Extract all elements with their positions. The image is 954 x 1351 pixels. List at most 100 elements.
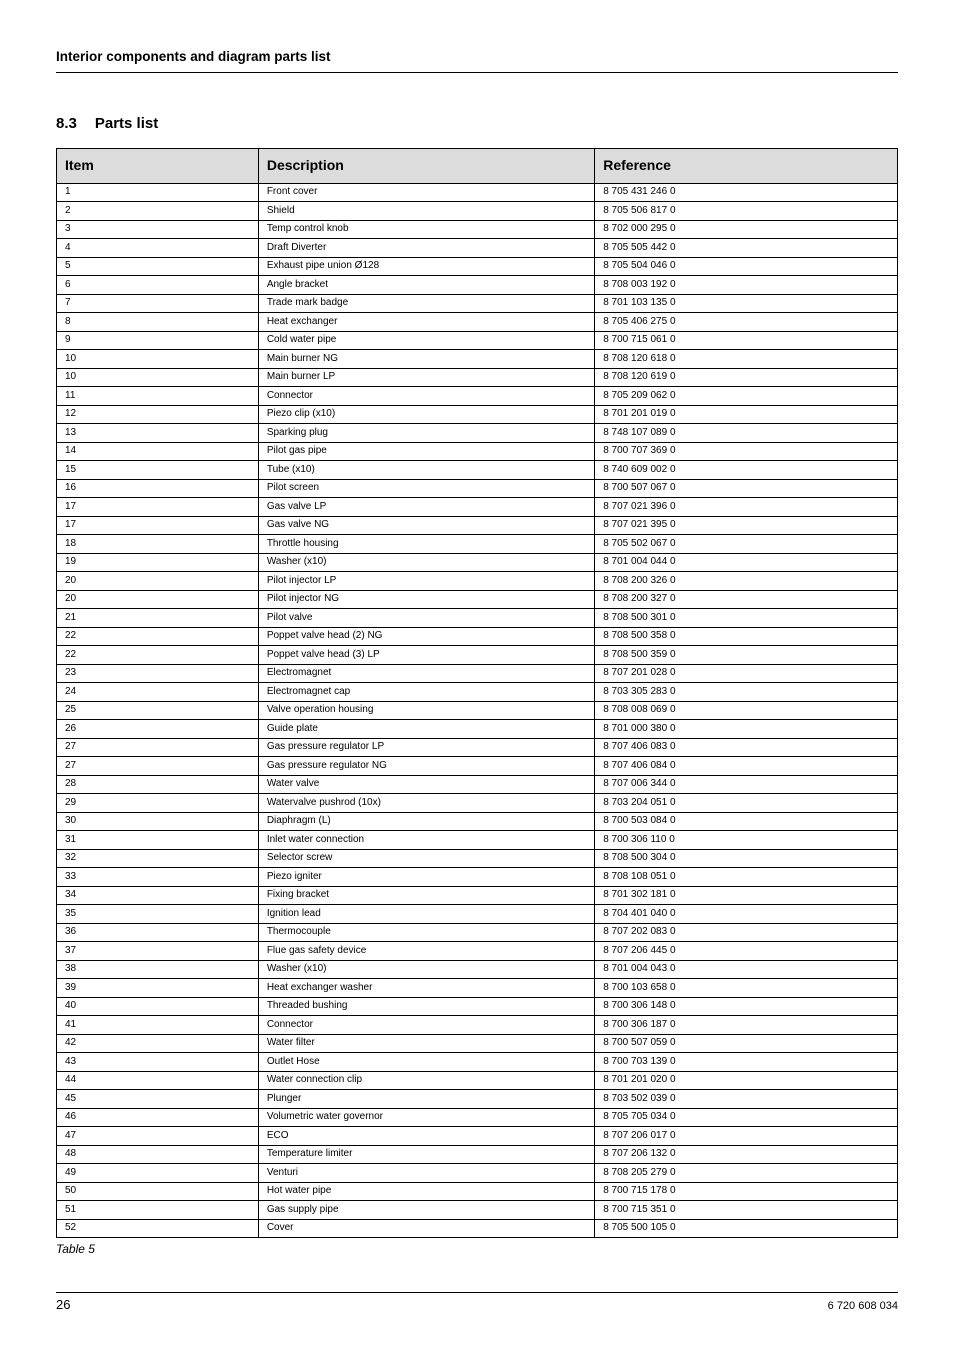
- table-row: 18Throttle housing8 705 502 067 0: [57, 535, 898, 554]
- cell-reference: 8 707 406 084 0: [595, 757, 898, 776]
- cell-reference: 8 708 205 279 0: [595, 1164, 898, 1183]
- cell-reference: 8 701 201 020 0: [595, 1071, 898, 1090]
- cell-item: 18: [57, 535, 259, 554]
- cell-description: Gas supply pipe: [258, 1201, 594, 1220]
- cell-description: Volumetric water governor: [258, 1108, 594, 1127]
- table-row: 32Selector screw8 708 500 304 0: [57, 849, 898, 868]
- cell-description: Inlet water connection: [258, 831, 594, 850]
- cell-description: ECO: [258, 1127, 594, 1146]
- cell-reference: 8 701 004 044 0: [595, 553, 898, 572]
- table-row: 31Inlet water connection8 700 306 110 0: [57, 831, 898, 850]
- cell-description: Exhaust pipe union Ø128: [258, 257, 594, 276]
- cell-description: Poppet valve head (3) LP: [258, 646, 594, 665]
- table-row: 8Heat exchanger8 705 406 275 0: [57, 313, 898, 332]
- cell-item: 10: [57, 368, 259, 387]
- table-caption: Table 5: [56, 1242, 898, 1256]
- table-row: 16Pilot screen8 700 507 067 0: [57, 479, 898, 498]
- cell-reference: 8 703 305 283 0: [595, 683, 898, 702]
- cell-description: Diaphragm (L): [258, 812, 594, 831]
- page-footer: 26 6 720 608 034: [56, 1292, 898, 1312]
- cell-item: 14: [57, 442, 259, 461]
- cell-item: 50: [57, 1182, 259, 1201]
- cell-reference: 8 705 705 034 0: [595, 1108, 898, 1127]
- cell-item: 23: [57, 664, 259, 683]
- table-row: 1Front cover8 705 431 246 0: [57, 183, 898, 202]
- cell-item: 22: [57, 646, 259, 665]
- table-row: 28Water valve8 707 006 344 0: [57, 775, 898, 794]
- table-row: 21Pilot valve8 708 500 301 0: [57, 609, 898, 628]
- table-row: 10Main burner LP8 708 120 619 0: [57, 368, 898, 387]
- cell-description: Gas valve LP: [258, 498, 594, 517]
- section-title: Parts list: [95, 115, 158, 132]
- cell-item: 20: [57, 590, 259, 609]
- cell-item: 46: [57, 1108, 259, 1127]
- cell-description: Tube (x10): [258, 461, 594, 480]
- cell-item: 29: [57, 794, 259, 813]
- cell-item: 39: [57, 979, 259, 998]
- cell-reference: 8 707 202 083 0: [595, 923, 898, 942]
- table-row: 47ECO8 707 206 017 0: [57, 1127, 898, 1146]
- table-row: 11Connector8 705 209 062 0: [57, 387, 898, 406]
- col-header-reference: Reference: [595, 149, 898, 184]
- cell-reference: 8 703 204 051 0: [595, 794, 898, 813]
- cell-item: 7: [57, 294, 259, 313]
- cell-description: Electromagnet cap: [258, 683, 594, 702]
- table-row: 33Piezo igniter8 708 108 051 0: [57, 868, 898, 887]
- cell-description: Washer (x10): [258, 553, 594, 572]
- cell-item: 20: [57, 572, 259, 591]
- doc-reference: 6 720 608 034: [828, 1300, 898, 1312]
- cell-item: 27: [57, 757, 259, 776]
- table-header-row: Item Description Reference: [57, 149, 898, 184]
- cell-item: 38: [57, 960, 259, 979]
- cell-item: 5: [57, 257, 259, 276]
- cell-reference: 8 708 500 301 0: [595, 609, 898, 628]
- cell-description: Temp control knob: [258, 220, 594, 239]
- section-heading: 8.3 Parts list: [56, 115, 898, 132]
- cell-item: 44: [57, 1071, 259, 1090]
- cell-description: Flue gas safety device: [258, 942, 594, 961]
- section-number: 8.3: [56, 115, 77, 132]
- cell-description: Electromagnet: [258, 664, 594, 683]
- cell-item: 15: [57, 461, 259, 480]
- cell-description: Washer (x10): [258, 960, 594, 979]
- table-row: 43Outlet Hose8 700 703 139 0: [57, 1053, 898, 1072]
- table-row: 14Pilot gas pipe8 700 707 369 0: [57, 442, 898, 461]
- cell-description: Plunger: [258, 1090, 594, 1109]
- cell-reference: 8 705 209 062 0: [595, 387, 898, 406]
- cell-reference: 8 708 500 358 0: [595, 627, 898, 646]
- cell-reference: 8 707 206 017 0: [595, 1127, 898, 1146]
- table-row: 29Watervalve pushrod (10x)8 703 204 051 …: [57, 794, 898, 813]
- table-row: 2Shield8 705 506 817 0: [57, 202, 898, 221]
- cell-description: Draft Diverter: [258, 239, 594, 258]
- table-row: 50Hot water pipe8 700 715 178 0: [57, 1182, 898, 1201]
- cell-description: Cover: [258, 1219, 594, 1238]
- table-row: 4Draft Diverter8 705 505 442 0: [57, 239, 898, 258]
- cell-reference: 8 705 431 246 0: [595, 183, 898, 202]
- cell-reference: 8 700 507 067 0: [595, 479, 898, 498]
- table-row: 7Trade mark badge8 701 103 135 0: [57, 294, 898, 313]
- cell-reference: 8 700 507 059 0: [595, 1034, 898, 1053]
- cell-reference: 8 707 206 132 0: [595, 1145, 898, 1164]
- cell-description: Main burner NG: [258, 350, 594, 369]
- cell-item: 34: [57, 886, 259, 905]
- cell-description: Gas pressure regulator LP: [258, 738, 594, 757]
- cell-item: 21: [57, 609, 259, 628]
- cell-reference: 8 701 000 380 0: [595, 720, 898, 739]
- cell-reference: 8 703 502 039 0: [595, 1090, 898, 1109]
- cell-description: Outlet Hose: [258, 1053, 594, 1072]
- cell-item: 19: [57, 553, 259, 572]
- cell-item: 2: [57, 202, 259, 221]
- cell-reference: 8 740 609 002 0: [595, 461, 898, 480]
- cell-reference: 8 705 504 046 0: [595, 257, 898, 276]
- page-header: Interior components and diagram parts li…: [56, 48, 898, 73]
- cell-reference: 8 701 201 019 0: [595, 405, 898, 424]
- cell-item: 25: [57, 701, 259, 720]
- cell-description: Temperature limiter: [258, 1145, 594, 1164]
- cell-reference: 8 702 000 295 0: [595, 220, 898, 239]
- cell-reference: 8 707 201 028 0: [595, 664, 898, 683]
- cell-reference: 8 748 107 089 0: [595, 424, 898, 443]
- cell-description: Water connection clip: [258, 1071, 594, 1090]
- cell-item: 41: [57, 1016, 259, 1035]
- cell-reference: 8 705 502 067 0: [595, 535, 898, 554]
- table-row: 38Washer (x10)8 701 004 043 0: [57, 960, 898, 979]
